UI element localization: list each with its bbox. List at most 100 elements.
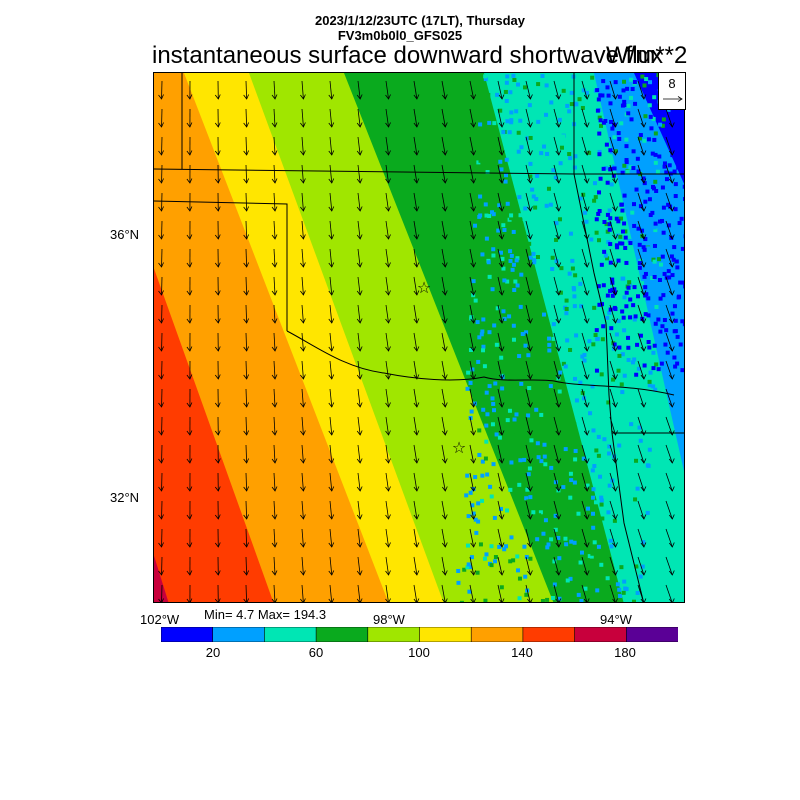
flux-speckle-cell xyxy=(599,562,604,567)
flux-speckle-cell xyxy=(484,390,489,395)
flux-speckle-cell xyxy=(492,515,497,520)
flux-speckle-cell xyxy=(564,298,569,303)
flux-speckle-cell xyxy=(492,121,497,126)
flux-speckle-cell xyxy=(503,89,508,94)
wind-vector xyxy=(300,108,306,128)
flux-speckle-cell xyxy=(485,170,490,175)
flux-speckle-cell xyxy=(501,266,506,271)
flux-speckle-cell xyxy=(495,92,500,97)
flux-speckle-cell xyxy=(582,352,587,357)
wind-vector xyxy=(158,80,164,100)
flux-speckle-cell xyxy=(544,83,549,88)
flux-speckle-cell xyxy=(648,370,653,375)
wind-vector xyxy=(243,136,250,156)
flux-speckle-cell xyxy=(514,433,519,438)
flux-speckle-cell xyxy=(550,595,555,600)
flux-speckle-cell xyxy=(592,305,597,310)
flux-speckle-cell xyxy=(491,253,496,258)
flux-speckle-cell xyxy=(604,222,609,227)
flux-speckle-cell xyxy=(622,79,627,84)
flux-speckle-cell xyxy=(651,384,656,389)
flux-speckle-cell xyxy=(515,256,520,261)
flux-speckle-cell xyxy=(572,350,577,355)
wind-vector xyxy=(581,332,590,352)
wind-vector xyxy=(328,136,335,156)
flux-speckle-cell xyxy=(516,568,521,573)
colorbar-label-60: 60 xyxy=(308,645,324,660)
flux-speckle-cell xyxy=(572,165,577,170)
wind-vector xyxy=(300,80,306,100)
wind-vector xyxy=(553,80,562,100)
flux-speckle-cell xyxy=(645,463,650,468)
wind-vector xyxy=(328,192,335,212)
flux-speckle-cell xyxy=(598,176,603,181)
flux-speckle-cell xyxy=(496,228,501,233)
wind-vector xyxy=(665,108,675,128)
wind-vector xyxy=(385,444,391,464)
flux-speckle-cell xyxy=(633,101,638,106)
flux-speckle-cell xyxy=(637,330,642,335)
flux-speckle-cell xyxy=(608,148,613,153)
colorbar-swatch xyxy=(161,627,214,642)
flux-speckle-cell xyxy=(566,355,571,360)
flux-speckle-cell xyxy=(651,186,656,191)
wind-vector xyxy=(469,556,477,576)
flux-speckle-cell xyxy=(486,92,491,97)
flux-speckle-cell xyxy=(501,309,506,314)
flux-speckle-cell xyxy=(497,435,502,440)
flux-speckle-cell xyxy=(643,126,648,131)
wind-vector xyxy=(441,444,448,464)
flux-speckle-cell xyxy=(629,95,634,100)
flux-speckle-cell xyxy=(527,466,532,471)
flux-speckle-cell xyxy=(483,202,488,207)
colorbar-swatch xyxy=(574,627,628,642)
units-label: W/m**2 xyxy=(606,42,688,69)
flux-speckle-cell xyxy=(662,317,667,322)
wind-vector xyxy=(300,416,306,436)
flux-speckle-cell xyxy=(591,525,596,530)
flux-speckle-cell xyxy=(607,310,612,315)
wind-vector xyxy=(300,304,306,324)
wind-vector xyxy=(581,360,590,380)
flux-speckle-cell xyxy=(492,296,497,301)
flux-speckle-cell xyxy=(627,238,632,243)
wind-vector xyxy=(186,388,193,408)
flux-speckle-cell xyxy=(605,212,610,217)
wind-vector xyxy=(385,108,391,128)
wind-vector xyxy=(271,192,278,212)
flux-speckle-cell xyxy=(634,564,639,569)
wind-vector xyxy=(300,136,306,156)
flux-speckle-cell xyxy=(536,82,541,87)
flux-speckle-cell xyxy=(608,307,613,312)
wind-vector xyxy=(158,192,164,212)
flux-speckle-cell xyxy=(638,258,643,263)
lon-label-102w: 102°W xyxy=(140,612,180,627)
flux-speckle-cell xyxy=(591,487,596,492)
wind-vector xyxy=(525,472,533,492)
flux-speckle-cell xyxy=(531,510,536,515)
wind-vector xyxy=(553,136,562,156)
flux-speckle-cell xyxy=(516,130,521,135)
flux-speckle-cell xyxy=(665,350,670,355)
flux-speckle-cell xyxy=(662,271,667,276)
flux-speckle-cell xyxy=(643,312,648,317)
wind-vector xyxy=(441,164,448,184)
flux-speckle-cell xyxy=(608,260,613,265)
wind-vector xyxy=(637,528,647,548)
flux-speckle-cell xyxy=(683,197,684,202)
wind-vector xyxy=(385,80,391,100)
wind-vector xyxy=(497,416,505,436)
wind-vector xyxy=(271,416,278,436)
flux-speckle-cell xyxy=(653,131,658,136)
flux-speckle-cell xyxy=(484,439,489,444)
flux-speckle-cell xyxy=(492,323,497,328)
flux-speckle-cell xyxy=(524,330,529,335)
flux-speckle-cell xyxy=(544,112,549,117)
flux-speckle-cell xyxy=(528,556,533,561)
wind-vector xyxy=(553,528,562,548)
flux-speckle-cell xyxy=(651,350,656,355)
flux-speckle-cell xyxy=(484,423,489,428)
flux-speckle-cell xyxy=(608,101,613,106)
flux-speckle-cell xyxy=(628,165,633,170)
flux-speckle-cell xyxy=(612,135,617,140)
